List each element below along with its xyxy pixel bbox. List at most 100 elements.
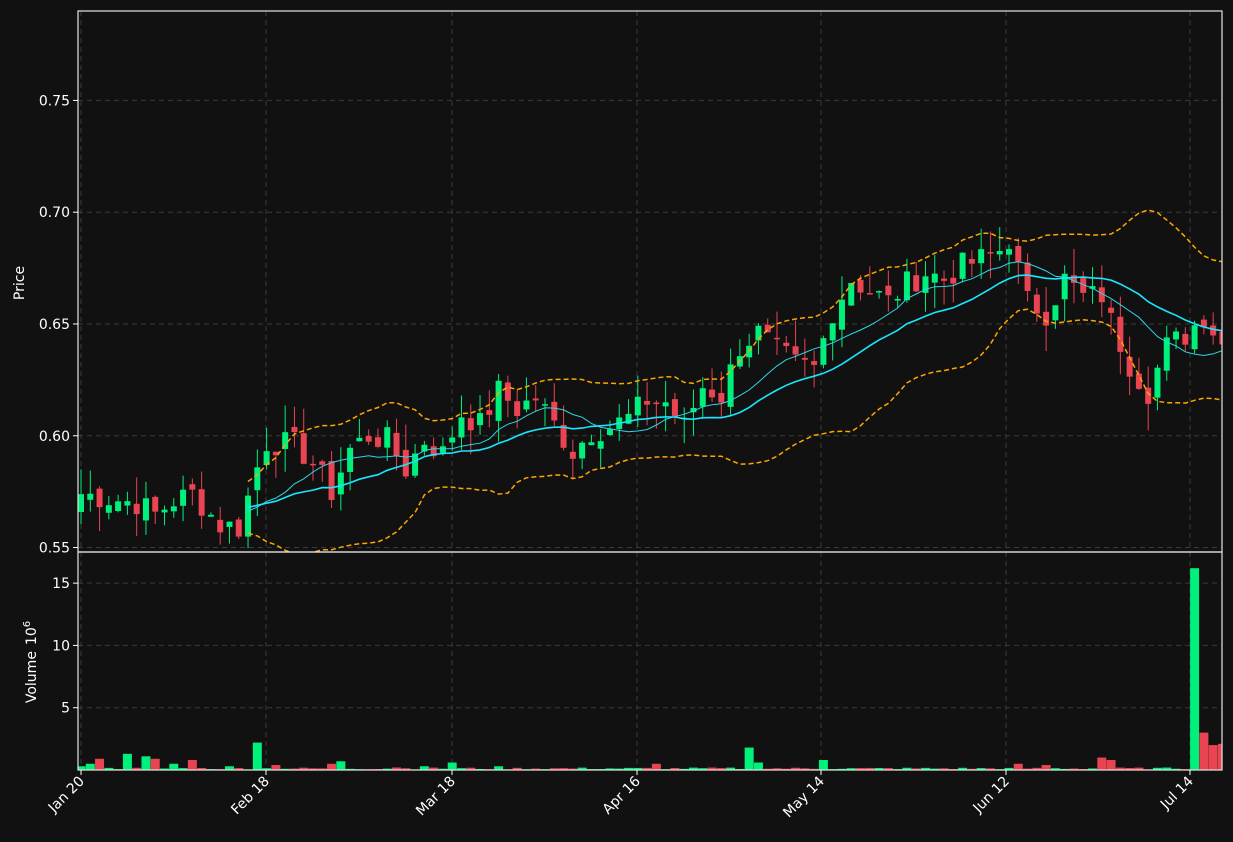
candle-body [96,488,103,508]
candle-body [263,451,270,466]
candle-body [78,494,84,513]
volume-bar [1088,768,1098,770]
candle-body [560,424,567,448]
candle-body [300,433,307,464]
candle-body [1024,262,1031,291]
price-axis-label: Price [12,266,28,300]
volume-bar [1208,745,1218,770]
price-tick-label: 0.75 [39,93,70,109]
candle-body [217,519,224,533]
volume-bar [920,767,930,770]
volume-bar [234,768,244,770]
candle-body [671,399,678,417]
candle-body [532,398,539,401]
volume-bar [688,767,698,770]
price-tick-label: 0.65 [39,317,70,333]
candle-body [142,498,149,521]
volume-bar [150,758,160,770]
sma-fast-line [247,261,1222,512]
volume-bar [289,768,299,770]
candle-body [1006,249,1012,255]
candle-body [569,451,576,459]
candle-body [1070,275,1077,283]
candle-body [1108,307,1115,313]
candle-body [449,437,456,443]
volume-bar [976,768,986,770]
volume-bar [197,768,207,770]
candle-body [180,489,187,506]
volume-bar [549,768,559,770]
volume-bar [707,767,717,770]
price-tick-label: 0.70 [39,205,70,221]
volume-bar [104,767,114,770]
candle-body [634,396,641,416]
candle-body [1191,325,1198,350]
volume-bar [160,768,170,770]
volume-tick-label: 15 [52,576,70,592]
volume-bars [78,568,1222,770]
volume-bar [781,768,791,770]
volume-axis-multiplier: 10 [24,627,40,645]
volume-bar [605,768,615,770]
volume-bar [141,756,151,770]
volume-bar [1097,757,1107,770]
volume-bar [1023,768,1033,770]
volume-bar [317,768,327,770]
candle-body [885,285,892,296]
bollinger-upper-band [247,209,1222,483]
candle-body [374,437,381,447]
volume-bar [874,768,884,770]
volume-bar [132,767,142,770]
candle-body [978,249,985,264]
candle-body [718,392,725,403]
candle-body [644,400,651,405]
volume-bar [985,768,995,770]
candle-body [467,418,474,431]
candle-body [829,323,836,341]
candle-body [523,400,530,410]
volume-bar [299,767,309,770]
candle-body [1200,319,1207,328]
candle-body [588,442,595,446]
candle-body [857,279,864,293]
volume-bar [1217,743,1222,770]
candle-body [996,251,1003,255]
volume-bar [930,768,940,770]
volume-bar [1106,760,1116,770]
volume-bar [577,767,587,770]
candle-body [625,413,632,424]
volume-bar [187,760,197,770]
volume-bar [224,766,234,770]
indicator-lines [247,209,1222,552]
candle-body [820,338,827,365]
volume-bar [772,768,782,770]
candle-body [597,441,604,449]
candle-body [903,271,910,301]
volume-bar [763,768,773,770]
bollinger-lower-band [247,308,1222,552]
volume-bar [744,747,754,770]
candle-body [1163,337,1170,371]
candle-body [1015,245,1022,263]
candle-body [1061,273,1068,300]
candle-body [1219,331,1222,345]
volume-bar [1115,767,1125,770]
candle-body [1098,287,1105,303]
candle-body [105,505,112,513]
volume-bar [1013,763,1023,770]
candle-body [124,501,131,506]
candle-body [337,472,344,495]
candle-body [486,410,493,415]
candle-body [272,451,279,456]
volume-bar [856,768,866,770]
volume-panel-frame [77,551,1223,771]
volume-bar [1041,765,1051,770]
volume-bar [753,762,763,770]
volume-bar [252,742,262,770]
volume-bar [1050,768,1060,770]
candle-body [170,506,177,512]
volume-axis-exponent: 6 [22,621,33,627]
candle-body [365,436,372,442]
candle-body [458,417,465,438]
